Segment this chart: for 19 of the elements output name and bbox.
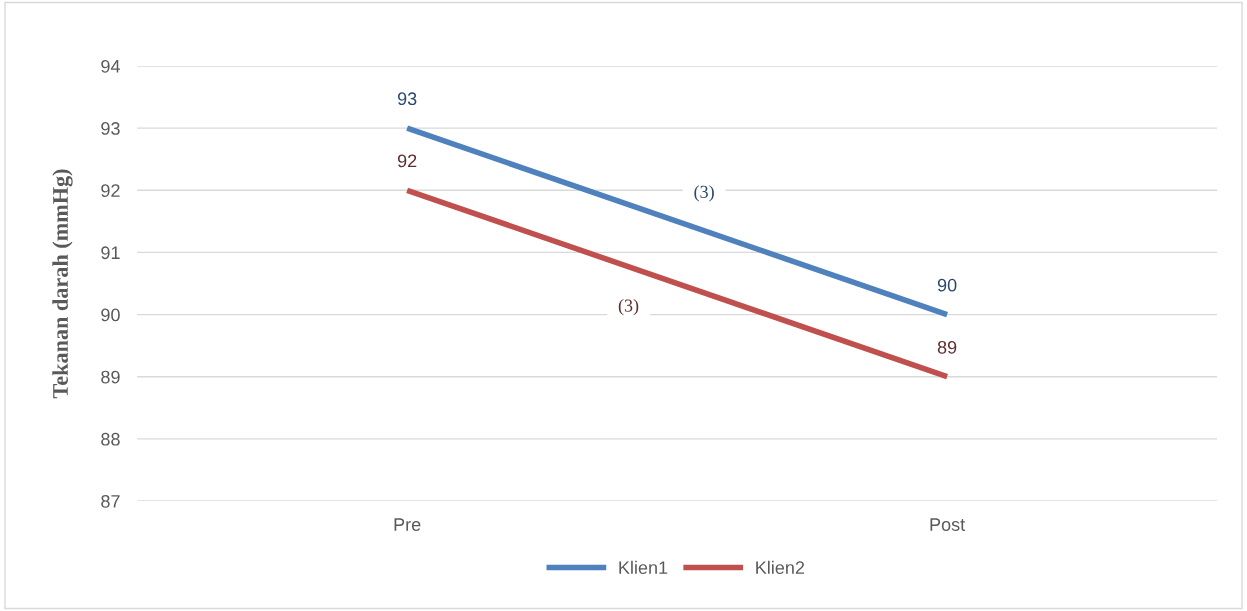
x-tick-label: Post xyxy=(930,518,966,531)
x-tick-label: Pre xyxy=(394,518,421,531)
y-tick-label: 88 xyxy=(101,432,120,446)
y-tick-label: 93 xyxy=(101,122,120,135)
legend-label: Klien1 xyxy=(619,560,668,575)
y-tick-label: 89 xyxy=(101,370,120,384)
y-tick-label: 91 xyxy=(101,246,120,260)
data-label: 93 xyxy=(397,92,417,106)
annotation: (3) xyxy=(618,298,639,316)
data-label: 90 xyxy=(937,278,957,292)
y-axis-title: Tekanan darah (mmHg) xyxy=(52,169,73,399)
y-tick-label: 92 xyxy=(101,184,120,197)
y-tick-label: 94 xyxy=(101,59,120,73)
y-tick-label: 87 xyxy=(101,494,120,508)
y-tick-label: 90 xyxy=(101,308,120,322)
data-label: 89 xyxy=(937,340,957,354)
annotation: (3) xyxy=(694,185,714,202)
data-label: 92 xyxy=(397,154,417,168)
legend-label: Klien2 xyxy=(756,560,805,575)
